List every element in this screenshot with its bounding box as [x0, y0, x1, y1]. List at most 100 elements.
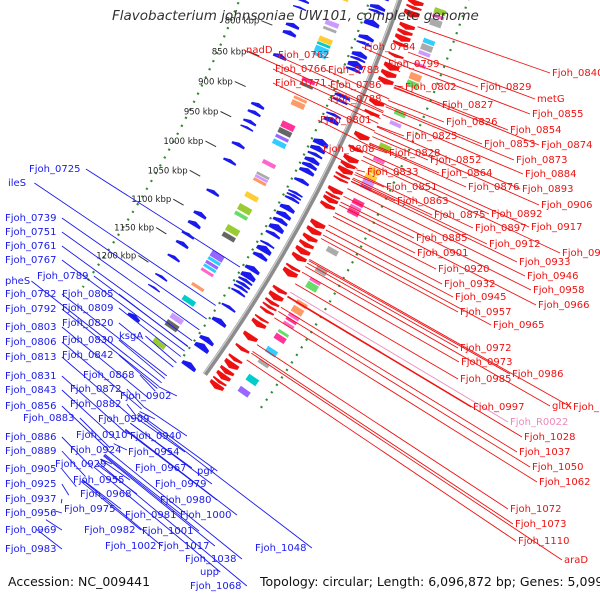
reverse-gene-label[interactable]: Fjoh_0803 [5, 322, 56, 333]
forward-gene-label[interactable]: Fjoh_1110 [518, 536, 569, 547]
forward-gene-label[interactable]: Fjoh_0851 [386, 182, 437, 193]
forward-gene-label[interactable]: Fjoh_0884 [525, 169, 576, 180]
forward-gene-label[interactable]: Fjoh_0920 [438, 264, 489, 275]
reverse-gene-label[interactable]: Fjoh_0882 [70, 399, 121, 410]
forward-gene-label[interactable]: Fjoh_1073 [515, 519, 566, 530]
reverse-gene-label[interactable]: Fjoh_0751 [5, 227, 56, 238]
forward-gene-label[interactable]: Fjoh_0827 [442, 100, 493, 111]
forward-gene-label[interactable]: metG [537, 94, 565, 105]
forward-gene-label[interactable]: Fjoh_0901 [417, 248, 468, 259]
forward-gene-label[interactable]: Fjoh_0801 [320, 115, 371, 126]
forward-gene-label[interactable]: Fjoh_0788 [330, 94, 381, 105]
reverse-gene-label[interactable]: Fjoh_0886 [5, 432, 56, 443]
reverse-gene-label[interactable]: Fjoh_0872 [70, 384, 121, 395]
forward-gene-label[interactable]: Fjoh_0863 [397, 196, 448, 207]
reverse-gene-label[interactable]: Fjoh_0761 [5, 241, 56, 252]
forward-gene-label[interactable]: Fjoh_0840 [552, 68, 600, 79]
reverse-gene-label[interactable]: Fjoh_0856 [5, 401, 56, 412]
forward-gene-label[interactable]: Fjoh_0829 [480, 82, 531, 93]
forward-gene-label[interactable]: Fjoh_0853 [484, 139, 535, 150]
reverse-gene-label[interactable]: Fjoh_1038 [185, 554, 236, 565]
forward-gene-label[interactable]: Fjoh_1050 [532, 462, 583, 473]
reverse-gene-label[interactable]: Fjoh_0725 [29, 164, 80, 175]
forward-gene-label[interactable]: Fjoh_0808 [323, 144, 374, 155]
forward-gene-label[interactable]: Fjoh_0958 [533, 285, 584, 296]
forward-gene-label[interactable]: Fjoh_0885 [416, 233, 467, 244]
reverse-gene-label[interactable]: Fjoh_0909 [98, 414, 149, 425]
reverse-gene-label[interactable]: Fjoh_0805 [62, 289, 113, 300]
forward-gene-label[interactable]: Fjoh_0957 [460, 307, 511, 318]
forward-gene-label[interactable]: Fjoh_0965 [493, 320, 544, 331]
forward-gene-label[interactable]: Fjoh_0784 [364, 42, 415, 53]
forward-gene-label[interactable]: Fjoh_0972 [460, 343, 511, 354]
reverse-gene-label[interactable]: Fjoh_0910 [76, 430, 127, 441]
forward-gene-label[interactable]: araD [564, 555, 588, 566]
reverse-gene-label[interactable]: Fjoh_0905 [5, 464, 56, 475]
forward-gene-label[interactable]: Fjoh_0783 [328, 65, 379, 76]
forward-gene-label[interactable]: Fjoh_1062 [539, 477, 590, 488]
forward-gene-label[interactable]: Fjoh_0854 [510, 125, 561, 136]
forward-gene-label[interactable]: Fjoh_0852 [430, 155, 481, 166]
forward-gene-label[interactable]: Fjoh_0826 [446, 117, 497, 128]
forward-gene-label[interactable]: Fjoh_1028 [524, 432, 575, 443]
forward-gene-label[interactable]: Fjoh_0786 [330, 80, 381, 91]
reverse-gene-label[interactable]: Fjoh_0968 [80, 489, 131, 500]
forward-gene-label[interactable]: Fjoh_0799 [388, 59, 439, 70]
forward-gene-label[interactable]: Fjoh_0973 [461, 357, 512, 368]
forward-gene-label[interactable]: Fjoh_0932 [444, 279, 495, 290]
forward-gene-label[interactable]: Fjoh_0906 [541, 200, 592, 211]
reverse-gene-label[interactable]: Fjoh_0982 [84, 525, 135, 536]
reverse-gene-label[interactable]: Fjoh_0889 [5, 446, 56, 457]
forward-gene-label[interactable]: Fjoh_0986 [512, 369, 563, 380]
reverse-gene-label[interactable]: Fjoh_1000 [180, 510, 231, 521]
reverse-gene-label[interactable]: pheS [5, 276, 30, 287]
reverse-gene-label[interactable]: Fjoh_0954 [128, 447, 179, 458]
forward-gene-label[interactable]: Fjoh_0762 [278, 50, 329, 61]
forward-gene-label[interactable]: Fjoh_0897 [475, 223, 526, 234]
reverse-gene-label[interactable]: Fjoh_0843 [5, 385, 56, 396]
reverse-gene-label[interactable]: Fjoh_0940 [130, 431, 181, 442]
forward-gene-label[interactable]: Fjoh_0802 [405, 82, 456, 93]
reverse-gene-label[interactable]: Fjoh_0782 [5, 289, 56, 300]
reverse-gene-label[interactable]: Fjoh_0842 [62, 350, 113, 361]
forward-gene-label[interactable]: Fjoh_0874 [541, 140, 592, 151]
forward-gene-label[interactable]: Fjoh_0855 [532, 109, 583, 120]
reverse-gene-label[interactable]: Fjoh_0924 [70, 445, 121, 456]
reverse-gene-label[interactable]: Fjoh_0929 [55, 459, 106, 470]
reverse-gene-label[interactable]: ksgA [119, 331, 143, 342]
forward-gene-label[interactable]: Fjoh_0771 [275, 78, 326, 89]
forward-gene-label[interactable]: Fjoh_0875 [434, 210, 485, 221]
forward-gene-label[interactable]: Fjoh_0892 [491, 209, 542, 220]
forward-gene-label[interactable]: Fjoh_0946 [527, 271, 578, 282]
forward-gene-label[interactable]: Fjoh_1013 [573, 402, 600, 413]
reverse-gene-label[interactable]: Fjoh_0980 [160, 495, 211, 506]
reverse-gene-label[interactable]: ileS [8, 178, 26, 189]
reverse-gene-label[interactable]: Fjoh_0981 [125, 510, 176, 521]
forward-gene-label[interactable]: Fjoh_0933 [519, 257, 570, 268]
forward-gene-label[interactable]: Fjoh_0828 [389, 148, 440, 159]
forward-gene-label[interactable]: Fjoh_0873 [516, 155, 567, 166]
reverse-gene-label[interactable]: Fjoh_0925 [5, 479, 56, 490]
reverse-gene-label[interactable]: Fjoh_0967 [135, 463, 186, 474]
reverse-gene-label[interactable]: Fjoh_0767 [5, 255, 56, 266]
reverse-gene-label[interactable]: Fjoh_0983 [5, 544, 56, 555]
reverse-gene-label[interactable]: Fjoh_0820 [62, 318, 113, 329]
forward-gene-label[interactable]: Fjoh_0966 [538, 300, 589, 311]
reverse-gene-label[interactable]: Fjoh_1017 [158, 541, 209, 552]
reverse-gene-label[interactable]: upp [200, 567, 219, 578]
forward-gene-label[interactable]: Fjoh_0917 [531, 222, 582, 233]
reverse-gene-label[interactable]: Fjoh_0831 [5, 371, 56, 382]
reverse-gene-label[interactable]: Fjoh_0868 [83, 370, 134, 381]
forward-gene-label[interactable]: nadD [246, 45, 273, 56]
reverse-gene-label[interactable]: Fjoh_1048 [255, 543, 306, 554]
reverse-gene-label[interactable]: Fjoh_0809 [62, 303, 113, 314]
reverse-gene-label[interactable]: Fjoh_0955 [73, 475, 124, 486]
forward-gene-label[interactable]: Fjoh_0997 [473, 402, 524, 413]
reverse-gene-label[interactable]: Fjoh_0969 [5, 525, 56, 536]
reverse-gene-label[interactable]: Fjoh_0975 [64, 504, 115, 515]
forward-gene-label[interactable]: Fjoh_0893 [522, 184, 573, 195]
reverse-gene-label[interactable]: Fjoh_1001 [142, 526, 193, 537]
forward-gene-label[interactable]: Fjoh_0985 [460, 374, 511, 385]
forward-gene-label[interactable]: Fjoh_0912 [489, 239, 540, 250]
forward-gene-label[interactable]: Fjoh_1037 [519, 447, 570, 458]
